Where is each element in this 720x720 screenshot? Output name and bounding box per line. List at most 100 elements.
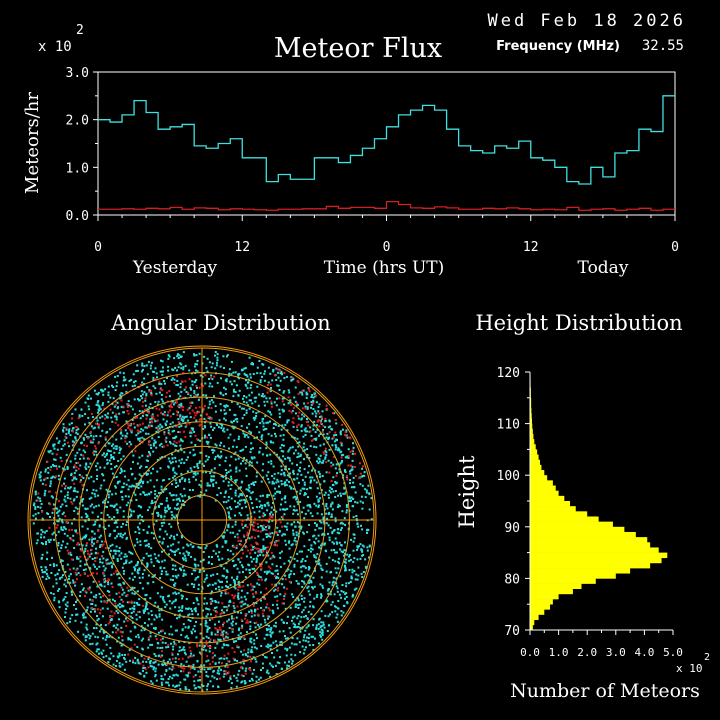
angular-point bbox=[228, 408, 231, 411]
angular-point bbox=[314, 637, 316, 640]
angular-point bbox=[141, 393, 144, 396]
angular-point bbox=[274, 492, 277, 495]
angular-point bbox=[280, 640, 283, 643]
angular-point bbox=[304, 606, 307, 609]
angular-point-alt bbox=[235, 552, 238, 555]
angular-point-alt bbox=[84, 590, 87, 593]
angular-point bbox=[234, 414, 237, 417]
angular-point bbox=[230, 475, 232, 478]
angular-point bbox=[284, 533, 286, 536]
angular-point bbox=[346, 436, 349, 439]
angular-point bbox=[278, 582, 281, 585]
angular-point bbox=[340, 527, 343, 529]
angular-point bbox=[167, 369, 170, 372]
angular-point bbox=[141, 362, 144, 365]
angular-point bbox=[133, 398, 136, 401]
angular-point bbox=[62, 599, 65, 602]
flux-y-multiplier-exp: 2 bbox=[76, 23, 84, 38]
angular-point bbox=[370, 497, 373, 500]
angular-point-alt bbox=[66, 441, 69, 444]
angular-point bbox=[344, 552, 346, 555]
angular-point bbox=[233, 380, 236, 383]
angular-point bbox=[112, 443, 115, 446]
angular-point bbox=[123, 482, 126, 485]
angular-point bbox=[323, 543, 326, 546]
angular-point bbox=[66, 605, 69, 608]
angular-point bbox=[139, 514, 142, 517]
angular-point bbox=[320, 513, 323, 516]
angular-point bbox=[240, 514, 243, 517]
angular-point bbox=[37, 532, 39, 535]
angular-point bbox=[138, 528, 141, 531]
angular-point bbox=[254, 417, 257, 420]
angular-point bbox=[103, 466, 106, 469]
angular-point bbox=[85, 635, 87, 638]
angular-point bbox=[131, 473, 133, 476]
angular-point bbox=[238, 389, 241, 392]
angular-point bbox=[39, 506, 42, 509]
angular-point bbox=[251, 491, 254, 494]
angular-point bbox=[203, 493, 206, 496]
angular-point bbox=[296, 429, 299, 432]
angular-point bbox=[159, 370, 162, 373]
angular-point bbox=[265, 645, 268, 648]
angular-point bbox=[303, 565, 306, 568]
angular-point bbox=[143, 569, 146, 572]
angular-point-alt bbox=[75, 466, 78, 469]
angular-point bbox=[267, 501, 270, 504]
angular-point bbox=[172, 645, 175, 648]
angular-point-alt bbox=[126, 594, 129, 596]
angular-point bbox=[315, 438, 317, 441]
angular-point bbox=[43, 494, 46, 497]
angular-point bbox=[81, 538, 84, 541]
angular-point bbox=[171, 677, 174, 680]
angular-point-alt bbox=[222, 635, 224, 638]
angular-point bbox=[135, 485, 138, 488]
angular-point bbox=[160, 488, 163, 491]
angular-point bbox=[229, 531, 232, 534]
angular-point bbox=[255, 560, 258, 563]
angular-point bbox=[110, 582, 113, 585]
angular-point bbox=[157, 631, 160, 634]
angular-point bbox=[107, 562, 110, 565]
angular-point bbox=[226, 549, 229, 552]
height-bar bbox=[530, 511, 588, 517]
angular-point bbox=[95, 627, 98, 630]
angular-point bbox=[299, 492, 302, 495]
angular-point bbox=[225, 501, 228, 504]
angular-point bbox=[124, 475, 127, 478]
angular-point bbox=[197, 613, 199, 616]
angular-point-alt bbox=[345, 435, 348, 438]
angular-point bbox=[168, 667, 171, 670]
height-y-tick-label: 100 bbox=[497, 469, 520, 484]
angular-point bbox=[239, 486, 242, 489]
angular-point bbox=[348, 559, 351, 562]
angular-point bbox=[249, 496, 252, 499]
angular-point bbox=[203, 417, 206, 420]
height-bar bbox=[530, 490, 559, 497]
angular-point bbox=[145, 432, 147, 435]
angular-point bbox=[117, 636, 120, 639]
angular-point-alt bbox=[229, 675, 232, 678]
angular-point bbox=[222, 501, 225, 504]
angular-point-alt bbox=[358, 477, 361, 480]
angular-point bbox=[203, 597, 206, 600]
angular-point bbox=[70, 554, 73, 556]
angular-point bbox=[256, 582, 259, 585]
angular-point bbox=[182, 420, 184, 423]
angular-point bbox=[226, 569, 229, 572]
angular-point bbox=[244, 682, 246, 685]
angular-point bbox=[176, 353, 179, 356]
angular-point bbox=[186, 543, 189, 546]
angular-point-alt bbox=[87, 557, 89, 560]
angular-point bbox=[237, 558, 240, 561]
angular-point-alt bbox=[129, 428, 132, 431]
angular-point bbox=[161, 646, 164, 649]
angular-point-alt bbox=[95, 447, 97, 450]
angular-point bbox=[167, 357, 170, 360]
angular-point bbox=[33, 502, 36, 505]
angular-point bbox=[133, 381, 135, 384]
angular-point bbox=[312, 618, 315, 621]
angular-point bbox=[265, 447, 268, 450]
angular-point bbox=[143, 377, 146, 380]
